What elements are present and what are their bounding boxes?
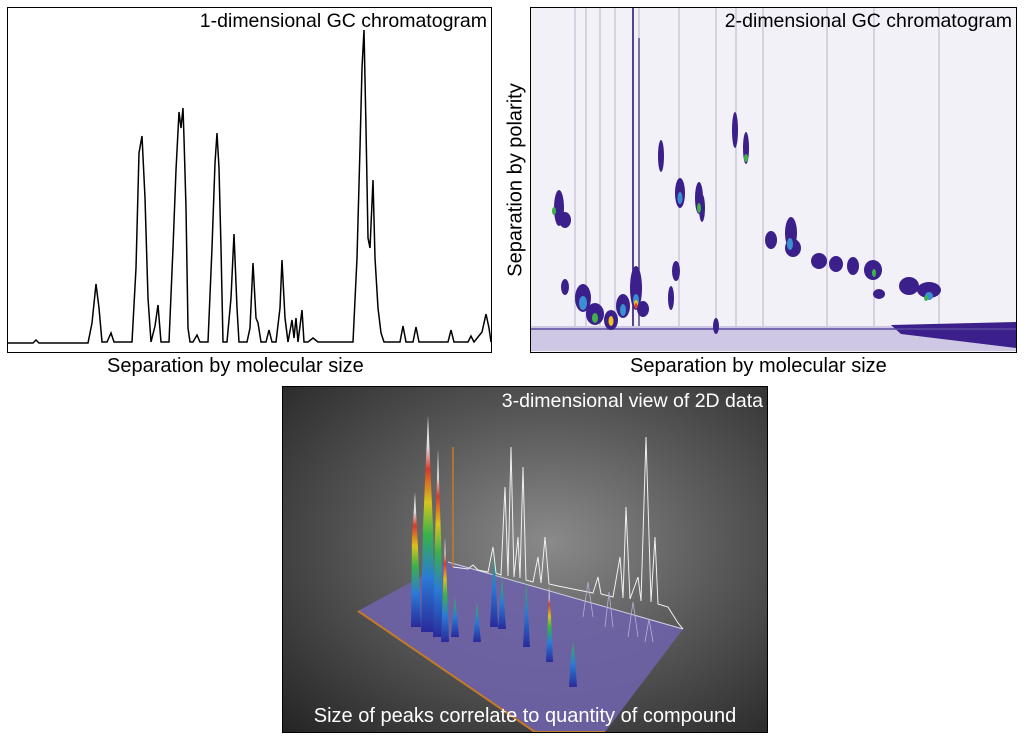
- three-d-view-panel: 3-dimensional view of 2D data Size of pe…: [282, 386, 768, 733]
- two-d-chart-title: 2-dimensional GC chromatogram: [724, 10, 1012, 32]
- two-d-x-axis-label: Separation by molecular size: [630, 355, 887, 377]
- one-d-chart-title: 1-dimensional GC chromatogram: [199, 10, 487, 32]
- two-d-chromatogram-panel: 2-dimensional GC chromatogram: [530, 7, 1017, 353]
- one-d-chromatogram-trace: [8, 29, 491, 344]
- three-d-caption: Size of peaks correlate to quantity of c…: [313, 705, 737, 727]
- three-d-surface-plot: [357, 415, 684, 732]
- one-d-x-axis-label: Separation by molecular size: [107, 355, 364, 377]
- two-d-y-axis-label: Separation by polarity: [504, 83, 527, 277]
- one-d-chromatogram-panel: 1-dimensional GC chromatogram: [7, 7, 492, 353]
- two-d-chromatogram-heatmap: [531, 8, 1016, 351]
- three-d-chart-title: 3-dimensional view of 2D data: [501, 390, 763, 412]
